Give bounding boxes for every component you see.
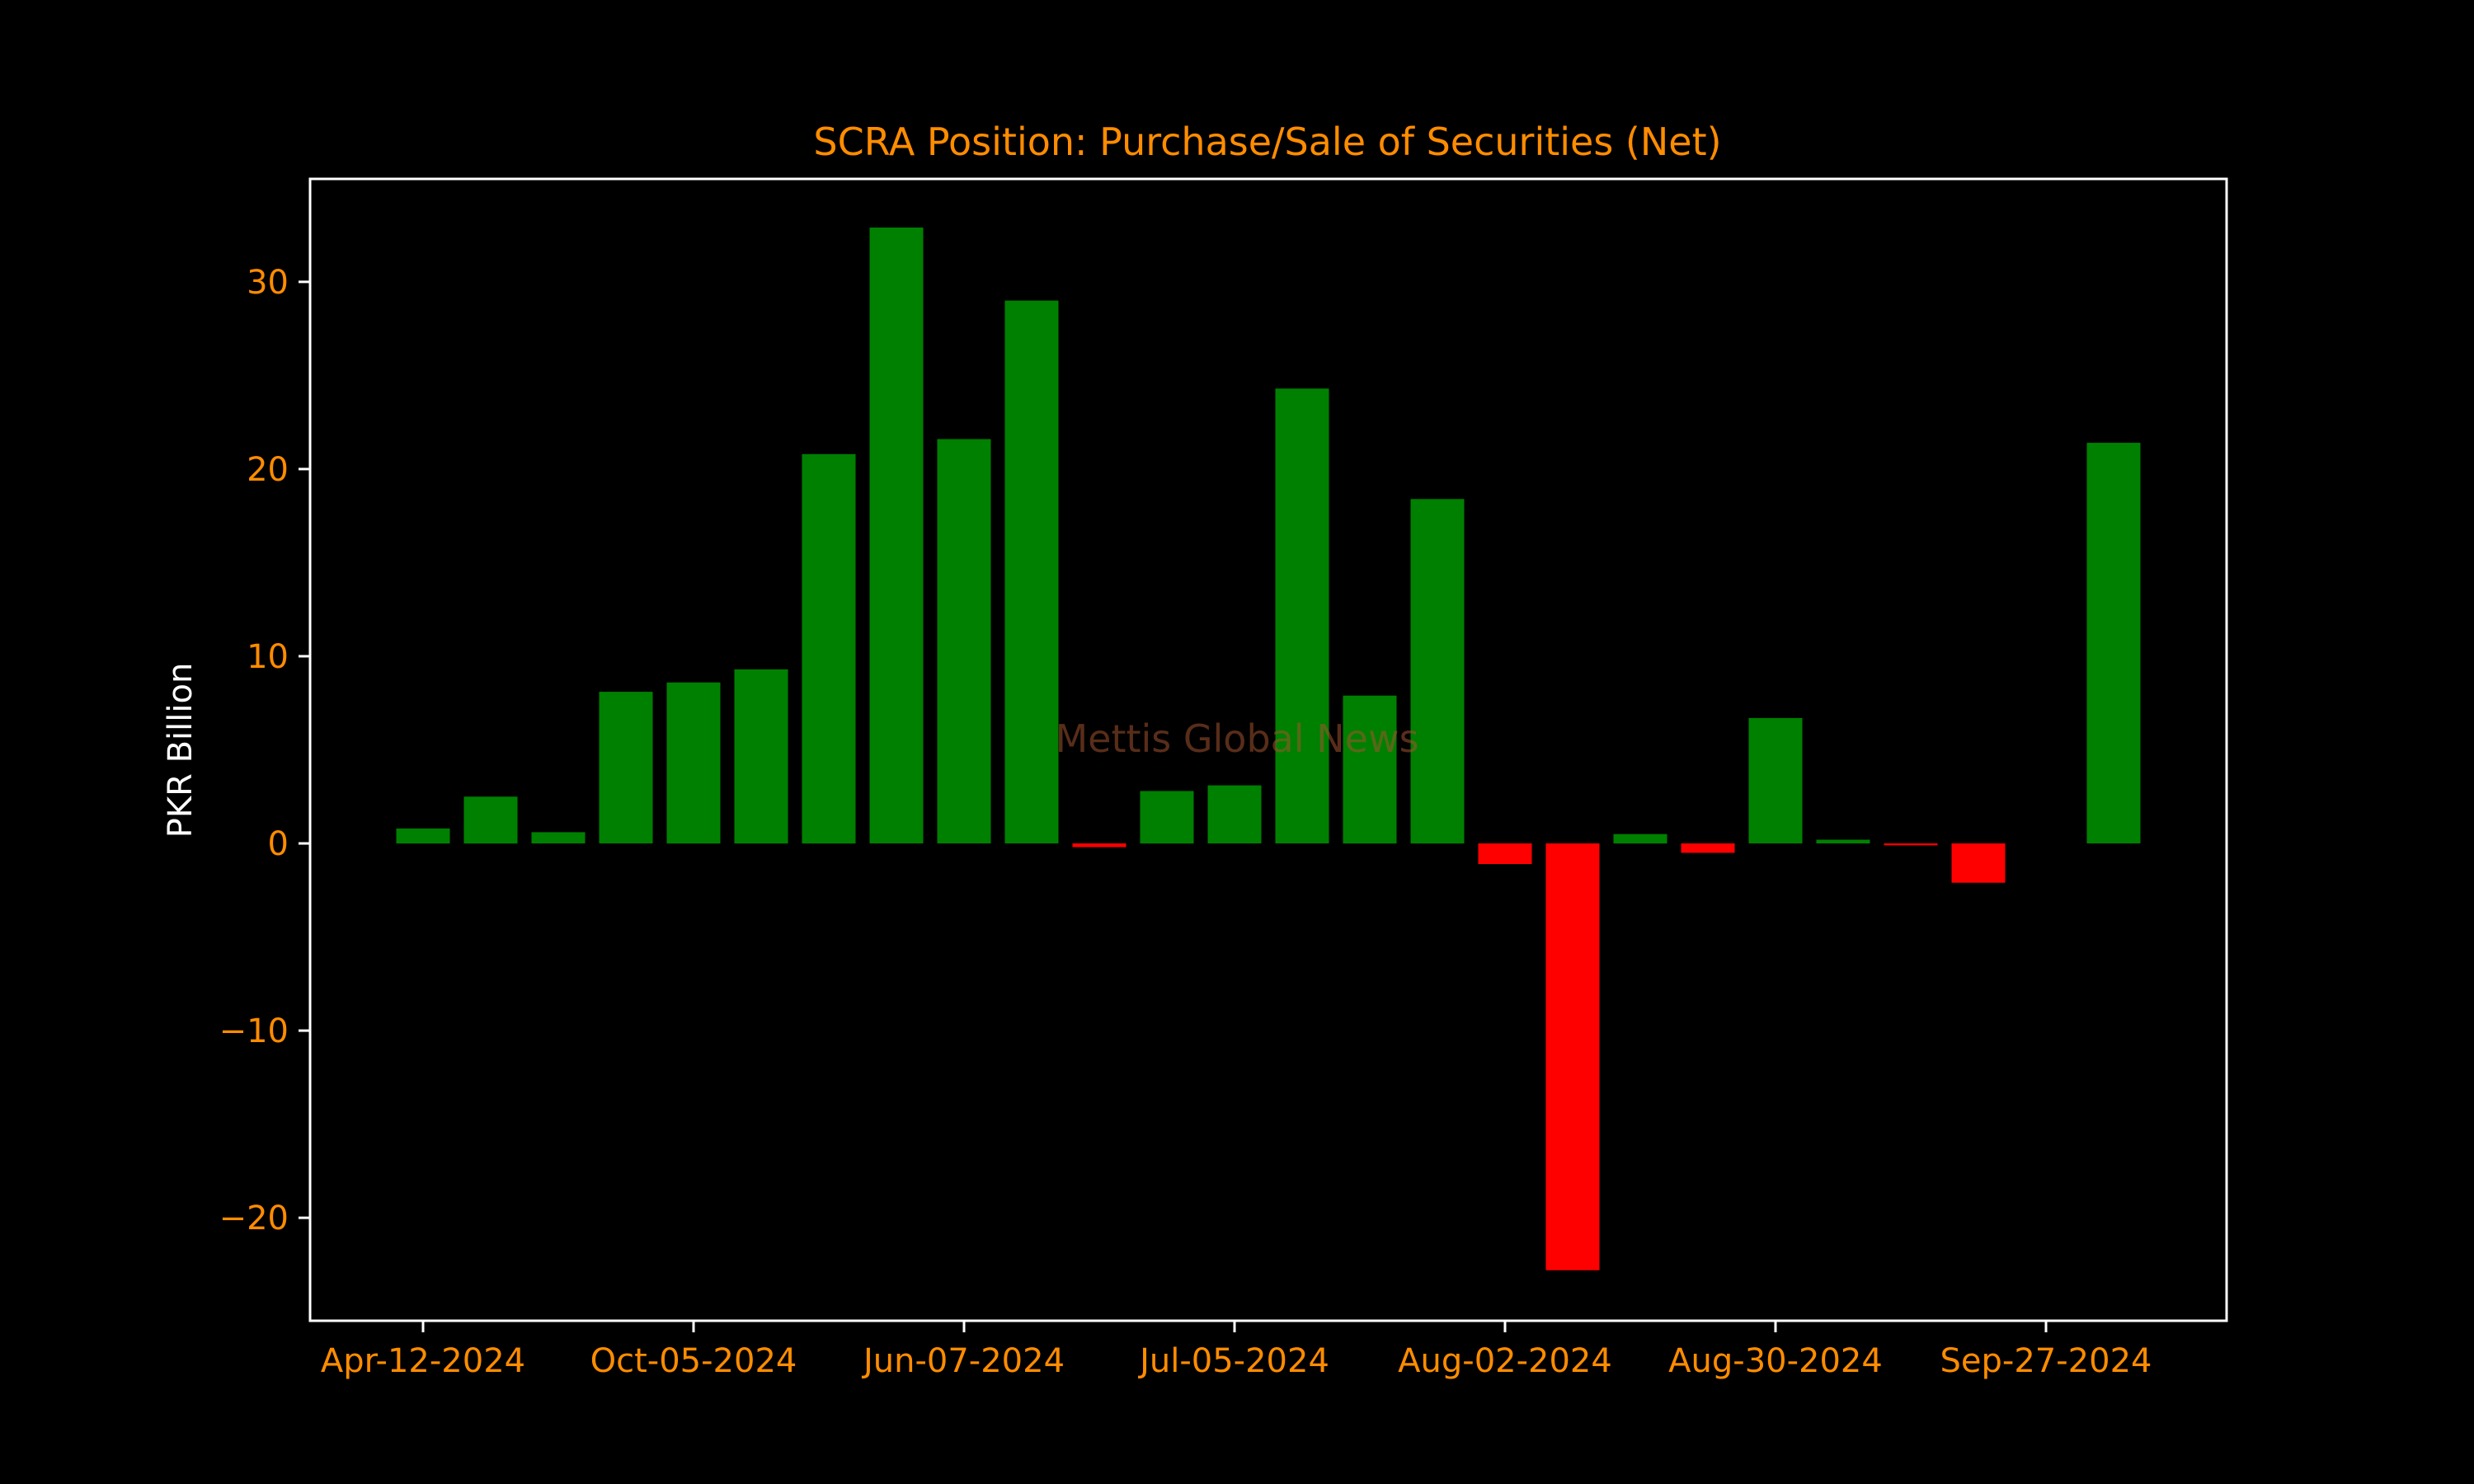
bar-3: [599, 692, 653, 843]
bar-22: [1884, 843, 1938, 846]
x-axis: Apr-12-2024 Oct-05-2024 Jun-07-2024 Jul-05-…: [321, 1321, 2152, 1380]
y-tick-label: 0: [268, 825, 289, 863]
bars-layer: [396, 228, 2141, 1270]
bar-5: [734, 669, 788, 844]
bar-15: [1410, 499, 1465, 844]
x-tick-label: Jul-05-2024: [1137, 1342, 1329, 1380]
plot-frame: [308, 177, 2228, 1322]
bar-2: [531, 832, 586, 843]
bar-23: [1951, 843, 2006, 883]
y-tick-label: −20: [219, 1200, 289, 1237]
bar-9: [1004, 300, 1059, 844]
x-tick-label: Sep-27-2024: [1940, 1342, 2152, 1380]
bar-11: [1140, 791, 1194, 844]
x-tick-label: Aug-02-2024: [1398, 1342, 1612, 1380]
bar-10: [1072, 843, 1126, 848]
x-tick-label: Jun-07-2024: [861, 1342, 1065, 1380]
bar-6: [802, 453, 856, 844]
bar-18: [1613, 834, 1667, 844]
chart-title: SCRA Position: Purchase/Sale of Securiti…: [813, 120, 1721, 164]
y-tick-label: 30: [247, 264, 289, 302]
y-tick-label: 10: [247, 638, 289, 676]
bar-14: [1343, 695, 1397, 844]
bar-25: [2086, 443, 2141, 843]
y-tick-label: 20: [247, 451, 289, 489]
bar-7: [869, 228, 924, 843]
bar-0: [396, 828, 450, 844]
bar-21: [1816, 839, 1870, 843]
y-tick-label: −10: [219, 1012, 289, 1050]
bar-12: [1207, 785, 1262, 843]
bar-19: [1681, 843, 1735, 853]
x-tick-label: Apr-12-2024: [321, 1342, 525, 1380]
y-axis-label: PKR Billion: [162, 663, 200, 838]
bar-17: [1545, 843, 1600, 1270]
bar-13: [1275, 388, 1329, 843]
y-axis: −20 −10 0 10 20 30: [219, 264, 310, 1237]
bar-16: [1478, 843, 1532, 864]
bar-1: [463, 796, 518, 844]
x-tick-label: Aug-30-2024: [1668, 1342, 1883, 1380]
bar-8: [937, 439, 991, 843]
watermark-text: Mettis Global News: [1055, 716, 1418, 761]
bar-4: [666, 682, 721, 844]
x-tick-label: Oct-05-2024: [590, 1342, 797, 1380]
bar-20: [1748, 717, 1803, 843]
